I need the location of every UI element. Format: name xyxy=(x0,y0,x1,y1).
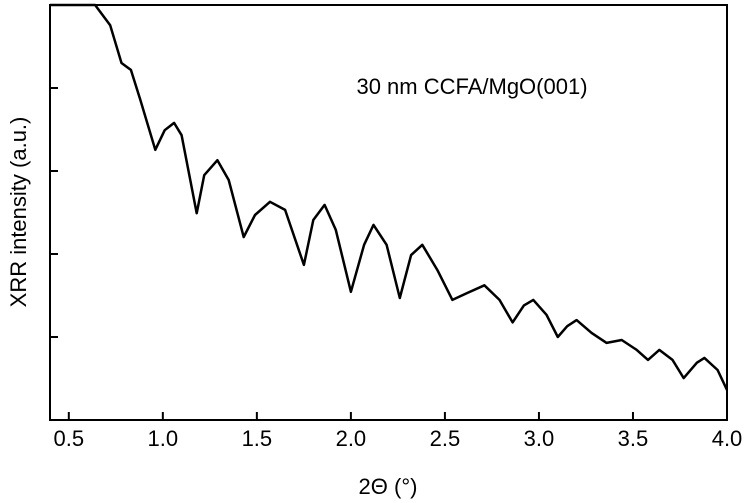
x-tick-label: 4.0 xyxy=(712,426,743,451)
annotation: 30 nm CCFA/MgO(001) xyxy=(356,74,587,99)
x-tick-label: 3.0 xyxy=(524,426,555,451)
plot-frame xyxy=(49,4,728,421)
x-tick-label: 2.0 xyxy=(336,426,367,451)
y-axis-label: XRR intensity (a.u.) xyxy=(6,117,31,308)
data-line xyxy=(50,3,729,391)
x-tick-label: 1.5 xyxy=(242,426,273,451)
x-axis-label: 2Θ (°) xyxy=(359,474,418,499)
x-tick-label: 0.5 xyxy=(54,426,85,451)
x-tick-label: 3.5 xyxy=(618,426,649,451)
x-tick-label: 2.5 xyxy=(430,426,461,451)
x-tick-label: 1.0 xyxy=(148,426,179,451)
